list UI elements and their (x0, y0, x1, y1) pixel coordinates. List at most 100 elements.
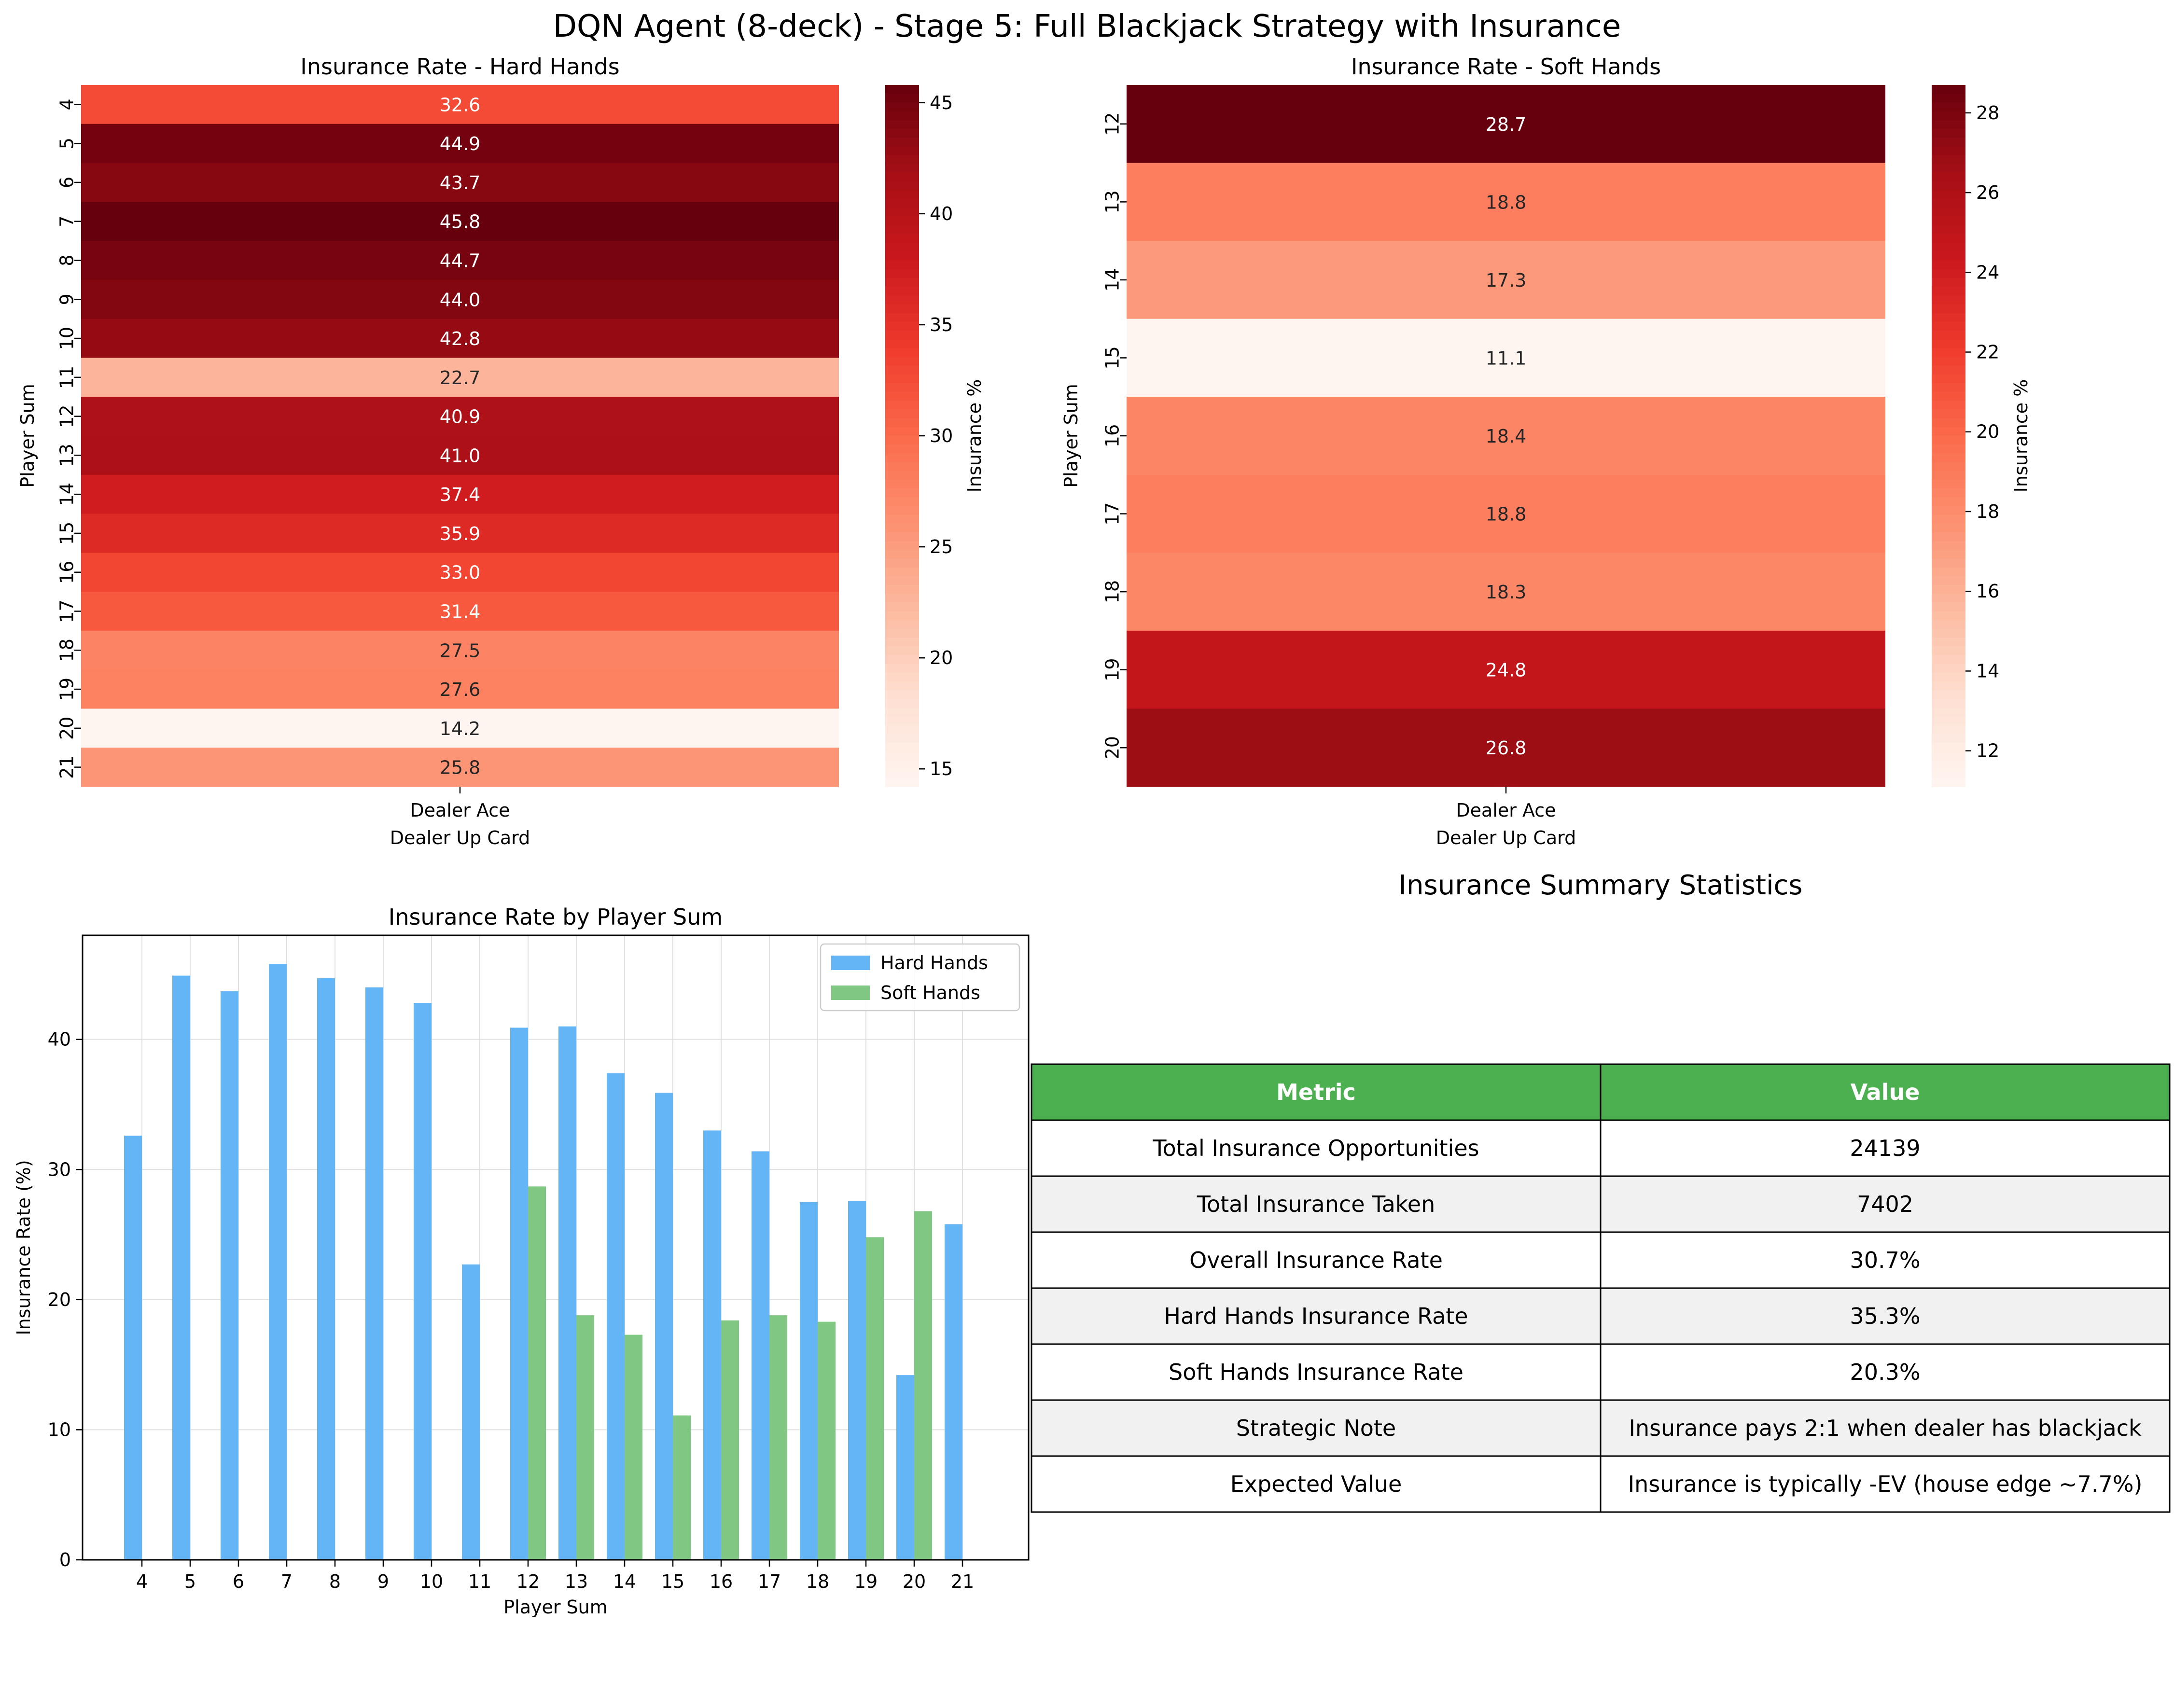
soft-colorbar-band (1932, 427, 1965, 436)
soft-colorbar-band (1932, 138, 1965, 147)
bar-xtick-label: 16 (710, 1571, 733, 1592)
hard-colorbar-band (885, 664, 919, 673)
bar-ylabel: Insurance Rate (%) (13, 1160, 34, 1335)
hard-title: Insurance Rate - Hard Hands (300, 54, 619, 80)
soft-cell-label: 18.3 (1486, 582, 1527, 603)
hard-colorbar-band (885, 313, 919, 322)
bar-xtick-label: 20 (903, 1571, 926, 1592)
bar-hard (752, 1151, 769, 1560)
soft-colorbar-band (1932, 743, 1965, 752)
soft-title: Insurance Rate - Soft Hands (1351, 54, 1661, 80)
soft-colorbar-band (1932, 672, 1965, 682)
hard-row-label: 7 (56, 216, 77, 227)
soft-colorbar-band (1932, 532, 1965, 542)
table-value: 30.7% (1850, 1247, 1920, 1273)
table-metric: Total Insurance Opportunities (1152, 1135, 1479, 1161)
bar-soft (625, 1334, 642, 1560)
hard-colorbar-band (885, 427, 919, 436)
soft-colorbar-band (1932, 646, 1965, 656)
soft-row-label: 12 (1101, 112, 1123, 136)
hard-colorbar-band (885, 488, 919, 498)
hard-cell (81, 592, 839, 631)
hard-cell-label: 33.0 (440, 562, 481, 583)
hard-colorbar-band (885, 681, 919, 691)
hard-cell (81, 279, 839, 319)
soft-cell-label: 18.8 (1486, 192, 1527, 213)
hard-colorbar-band (885, 357, 919, 366)
hard-cell-label: 25.8 (440, 757, 481, 778)
soft-cell-label: 18.8 (1486, 504, 1527, 525)
hard-colorbar-band (885, 584, 919, 594)
soft-colorbar-band (1932, 734, 1965, 743)
hard-colorbar-tick-label: 15 (930, 758, 953, 779)
table-header-metric: Metric (1276, 1079, 1356, 1105)
hard-colorbar-tick-label: 35 (930, 314, 953, 335)
bar-hard (317, 978, 335, 1560)
soft-colorbar-label: Insurance % (2010, 379, 2032, 493)
bar-hard (172, 975, 190, 1560)
soft-colorbar-band (1932, 778, 1965, 787)
bar-soft (576, 1315, 594, 1560)
soft-colorbar-band (1932, 190, 1965, 200)
hard-colorbar-band (885, 769, 919, 778)
hard-row-label: 18 (56, 639, 77, 662)
bar-xtick-label: 5 (184, 1571, 196, 1592)
hard-cell (81, 202, 839, 241)
soft-row-label: 20 (1101, 736, 1123, 759)
hard-row-label: 8 (56, 254, 77, 266)
soft-colorbar-band (1932, 392, 1965, 402)
hard-colorbar-band (885, 453, 919, 463)
table-cell (1600, 1455, 2171, 1513)
hard-cell-label: 35.9 (440, 523, 481, 544)
table-cell (1600, 1119, 2171, 1177)
hard-cell (81, 669, 839, 709)
hard-colorbar-band (885, 690, 919, 700)
hard-colorbar-band (885, 550, 919, 559)
hard-colorbar-band (885, 190, 919, 200)
soft-row-label: 14 (1101, 268, 1123, 292)
hard-row-label: 14 (56, 483, 77, 506)
hard-colorbar-band (885, 638, 919, 647)
hard-colorbar-band (885, 295, 919, 305)
table-metric: Strategic Note (1236, 1415, 1396, 1441)
hard-colorbar-band (885, 251, 919, 261)
hard-cell (81, 436, 839, 475)
soft-colorbar-band (1932, 594, 1965, 603)
hard-colorbar-band (885, 401, 919, 410)
soft-colorbar-band (1932, 541, 1965, 551)
hard-colorbar-band (885, 172, 919, 182)
hard-colorbar-band (885, 497, 919, 507)
bar-xlabel: Player Sum (503, 1597, 608, 1618)
soft-colorbar-band (1932, 558, 1965, 568)
table-cell (1600, 1287, 2171, 1345)
bar-hard (703, 1130, 721, 1560)
table-value: Insurance pays 2:1 when dealer has black… (1629, 1415, 2142, 1441)
hard-cell-label: 44.9 (440, 133, 481, 154)
hard-colorbar-band (885, 304, 919, 314)
table-cell (1031, 1455, 1602, 1513)
hard-row-label: 5 (56, 138, 77, 149)
soft-xlabel: Dealer Up Card (1436, 827, 1576, 848)
soft-cell-label: 17.3 (1486, 270, 1527, 291)
bar-xtick-label: 14 (613, 1571, 636, 1592)
soft-row-label: 17 (1101, 502, 1123, 525)
bar-xtick-label: 10 (420, 1571, 443, 1592)
table-metric: Overall Insurance Rate (1189, 1247, 1443, 1273)
hard-colorbar-band (885, 471, 919, 480)
bar-xtick-label: 12 (516, 1571, 540, 1592)
bar-ytick-label: 40 (48, 1029, 71, 1050)
hard-cell-label: 43.7 (440, 172, 481, 194)
hard-hands-heatmap: Insurance Rate - Hard Hands 32.6 4 44.9 5 43.… (17, 54, 985, 848)
hard-row-label: 12 (56, 404, 77, 428)
soft-row-label: 16 (1101, 424, 1123, 447)
hard-colorbar-band (885, 120, 919, 129)
insurance-bar-chart: Insurance Rate by Player Sum 0 10 20 30 40 4 5 6… (13, 904, 1030, 1618)
soft-colorbar-band (1932, 357, 1965, 366)
soft-colorbar-band (1932, 655, 1965, 665)
hard-colorbar-band (885, 576, 919, 585)
hard-row-label: 9 (56, 293, 77, 305)
hard-ylabel: Player Sum (17, 384, 38, 488)
soft-colorbar-band (1932, 576, 1965, 585)
hard-colorbar-band (885, 672, 919, 682)
soft-row-label: 13 (1101, 190, 1123, 213)
